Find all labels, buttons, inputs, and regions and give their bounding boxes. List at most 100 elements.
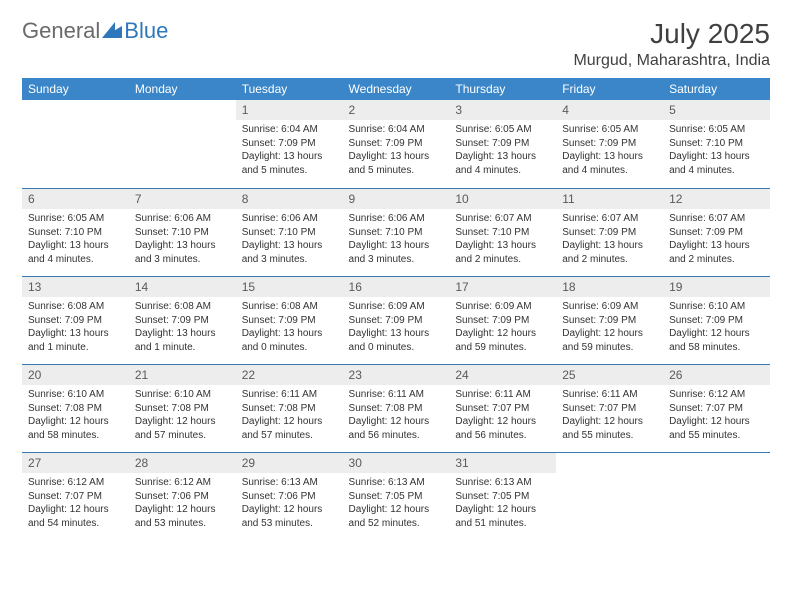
calendar-cell: 11Sunrise: 6:07 AMSunset: 7:09 PMDayligh… bbox=[556, 188, 663, 276]
calendar-cell bbox=[663, 452, 770, 540]
day-number: 1 bbox=[236, 100, 343, 120]
day-data: Sunrise: 6:12 AMSunset: 7:07 PMDaylight:… bbox=[663, 385, 770, 445]
weekday-header: Saturday bbox=[663, 78, 770, 100]
calendar-cell bbox=[22, 100, 129, 188]
weekday-header: Sunday bbox=[22, 78, 129, 100]
day-data: Sunrise: 6:07 AMSunset: 7:09 PMDaylight:… bbox=[556, 209, 663, 269]
calendar-cell: 5Sunrise: 6:05 AMSunset: 7:10 PMDaylight… bbox=[663, 100, 770, 188]
day-number: 6 bbox=[22, 188, 129, 209]
calendar-cell: 28Sunrise: 6:12 AMSunset: 7:06 PMDayligh… bbox=[129, 452, 236, 540]
day-data: Sunrise: 6:10 AMSunset: 7:08 PMDaylight:… bbox=[129, 385, 236, 445]
day-data: Sunrise: 6:10 AMSunset: 7:08 PMDaylight:… bbox=[22, 385, 129, 445]
day-data: Sunrise: 6:05 AMSunset: 7:09 PMDaylight:… bbox=[449, 120, 556, 180]
calendar-cell: 25Sunrise: 6:11 AMSunset: 7:07 PMDayligh… bbox=[556, 364, 663, 452]
day-data: Sunrise: 6:04 AMSunset: 7:09 PMDaylight:… bbox=[343, 120, 450, 180]
day-number: 7 bbox=[129, 188, 236, 209]
calendar-cell: 8Sunrise: 6:06 AMSunset: 7:10 PMDaylight… bbox=[236, 188, 343, 276]
day-data: Sunrise: 6:05 AMSunset: 7:10 PMDaylight:… bbox=[663, 120, 770, 180]
day-data: Sunrise: 6:13 AMSunset: 7:05 PMDaylight:… bbox=[449, 473, 556, 533]
weekday-header: Friday bbox=[556, 78, 663, 100]
calendar-cell: 18Sunrise: 6:09 AMSunset: 7:09 PMDayligh… bbox=[556, 276, 663, 364]
day-data: Sunrise: 6:09 AMSunset: 7:09 PMDaylight:… bbox=[343, 297, 450, 357]
calendar-cell: 22Sunrise: 6:11 AMSunset: 7:08 PMDayligh… bbox=[236, 364, 343, 452]
day-number: 9 bbox=[343, 188, 450, 209]
day-number: 10 bbox=[449, 188, 556, 209]
day-data: Sunrise: 6:07 AMSunset: 7:10 PMDaylight:… bbox=[449, 209, 556, 269]
day-number: 29 bbox=[236, 452, 343, 473]
logo-icon bbox=[102, 20, 122, 43]
day-number: 25 bbox=[556, 364, 663, 385]
calendar-cell: 7Sunrise: 6:06 AMSunset: 7:10 PMDaylight… bbox=[129, 188, 236, 276]
day-number: 21 bbox=[129, 364, 236, 385]
day-number: 31 bbox=[449, 452, 556, 473]
day-number: 27 bbox=[22, 452, 129, 473]
day-data: Sunrise: 6:08 AMSunset: 7:09 PMDaylight:… bbox=[129, 297, 236, 357]
calendar-cell: 6Sunrise: 6:05 AMSunset: 7:10 PMDaylight… bbox=[22, 188, 129, 276]
weekday-header: Tuesday bbox=[236, 78, 343, 100]
calendar-cell: 2Sunrise: 6:04 AMSunset: 7:09 PMDaylight… bbox=[343, 100, 450, 188]
calendar-body: 1Sunrise: 6:04 AMSunset: 7:09 PMDaylight… bbox=[22, 100, 770, 540]
calendar-cell: 3Sunrise: 6:05 AMSunset: 7:09 PMDaylight… bbox=[449, 100, 556, 188]
calendar-cell bbox=[556, 452, 663, 540]
day-number: 24 bbox=[449, 364, 556, 385]
logo-text-blue: Blue bbox=[124, 18, 168, 44]
calendar-cell: 31Sunrise: 6:13 AMSunset: 7:05 PMDayligh… bbox=[449, 452, 556, 540]
day-data: Sunrise: 6:10 AMSunset: 7:09 PMDaylight:… bbox=[663, 297, 770, 357]
calendar-cell: 16Sunrise: 6:09 AMSunset: 7:09 PMDayligh… bbox=[343, 276, 450, 364]
day-data: Sunrise: 6:13 AMSunset: 7:06 PMDaylight:… bbox=[236, 473, 343, 533]
calendar-cell: 13Sunrise: 6:08 AMSunset: 7:09 PMDayligh… bbox=[22, 276, 129, 364]
day-data: Sunrise: 6:07 AMSunset: 7:09 PMDaylight:… bbox=[663, 209, 770, 269]
calendar-cell: 30Sunrise: 6:13 AMSunset: 7:05 PMDayligh… bbox=[343, 452, 450, 540]
day-number: 12 bbox=[663, 188, 770, 209]
weekday-header: Wednesday bbox=[343, 78, 450, 100]
day-number: 15 bbox=[236, 276, 343, 297]
day-data: Sunrise: 6:06 AMSunset: 7:10 PMDaylight:… bbox=[236, 209, 343, 269]
day-number: 28 bbox=[129, 452, 236, 473]
day-number: 3 bbox=[449, 100, 556, 120]
day-data: Sunrise: 6:11 AMSunset: 7:08 PMDaylight:… bbox=[343, 385, 450, 445]
calendar-head: SundayMondayTuesdayWednesdayThursdayFrid… bbox=[22, 78, 770, 100]
title-block: July 2025 Murgud, Maharashtra, India bbox=[573, 18, 770, 70]
calendar-cell: 17Sunrise: 6:09 AMSunset: 7:09 PMDayligh… bbox=[449, 276, 556, 364]
day-number: 14 bbox=[129, 276, 236, 297]
day-data: Sunrise: 6:12 AMSunset: 7:07 PMDaylight:… bbox=[22, 473, 129, 533]
calendar-cell: 14Sunrise: 6:08 AMSunset: 7:09 PMDayligh… bbox=[129, 276, 236, 364]
calendar-cell: 10Sunrise: 6:07 AMSunset: 7:10 PMDayligh… bbox=[449, 188, 556, 276]
day-number: 19 bbox=[663, 276, 770, 297]
calendar-cell: 19Sunrise: 6:10 AMSunset: 7:09 PMDayligh… bbox=[663, 276, 770, 364]
calendar-cell: 27Sunrise: 6:12 AMSunset: 7:07 PMDayligh… bbox=[22, 452, 129, 540]
day-data: Sunrise: 6:12 AMSunset: 7:06 PMDaylight:… bbox=[129, 473, 236, 533]
month-title: July 2025 bbox=[573, 18, 770, 50]
day-data: Sunrise: 6:05 AMSunset: 7:09 PMDaylight:… bbox=[556, 120, 663, 180]
day-data: Sunrise: 6:11 AMSunset: 7:07 PMDaylight:… bbox=[449, 385, 556, 445]
day-data: Sunrise: 6:08 AMSunset: 7:09 PMDaylight:… bbox=[236, 297, 343, 357]
day-number: 18 bbox=[556, 276, 663, 297]
weekday-header: Monday bbox=[129, 78, 236, 100]
logo: General Blue bbox=[22, 18, 168, 44]
calendar-cell: 24Sunrise: 6:11 AMSunset: 7:07 PMDayligh… bbox=[449, 364, 556, 452]
day-data: Sunrise: 6:06 AMSunset: 7:10 PMDaylight:… bbox=[343, 209, 450, 269]
day-number: 11 bbox=[556, 188, 663, 209]
weekday-header: Thursday bbox=[449, 78, 556, 100]
day-data: Sunrise: 6:04 AMSunset: 7:09 PMDaylight:… bbox=[236, 120, 343, 180]
calendar-cell bbox=[129, 100, 236, 188]
day-number: 13 bbox=[22, 276, 129, 297]
day-number: 23 bbox=[343, 364, 450, 385]
day-data: Sunrise: 6:11 AMSunset: 7:08 PMDaylight:… bbox=[236, 385, 343, 445]
day-number: 5 bbox=[663, 100, 770, 120]
calendar-cell: 20Sunrise: 6:10 AMSunset: 7:08 PMDayligh… bbox=[22, 364, 129, 452]
calendar-cell: 26Sunrise: 6:12 AMSunset: 7:07 PMDayligh… bbox=[663, 364, 770, 452]
day-number: 22 bbox=[236, 364, 343, 385]
day-data: Sunrise: 6:06 AMSunset: 7:10 PMDaylight:… bbox=[129, 209, 236, 269]
day-data: Sunrise: 6:09 AMSunset: 7:09 PMDaylight:… bbox=[449, 297, 556, 357]
day-data: Sunrise: 6:08 AMSunset: 7:09 PMDaylight:… bbox=[22, 297, 129, 357]
header: General Blue July 2025 Murgud, Maharasht… bbox=[22, 18, 770, 70]
calendar-cell: 29Sunrise: 6:13 AMSunset: 7:06 PMDayligh… bbox=[236, 452, 343, 540]
day-data: Sunrise: 6:13 AMSunset: 7:05 PMDaylight:… bbox=[343, 473, 450, 533]
day-number: 16 bbox=[343, 276, 450, 297]
day-number: 30 bbox=[343, 452, 450, 473]
calendar-cell: 15Sunrise: 6:08 AMSunset: 7:09 PMDayligh… bbox=[236, 276, 343, 364]
day-data: Sunrise: 6:11 AMSunset: 7:07 PMDaylight:… bbox=[556, 385, 663, 445]
day-number: 17 bbox=[449, 276, 556, 297]
day-number: 8 bbox=[236, 188, 343, 209]
